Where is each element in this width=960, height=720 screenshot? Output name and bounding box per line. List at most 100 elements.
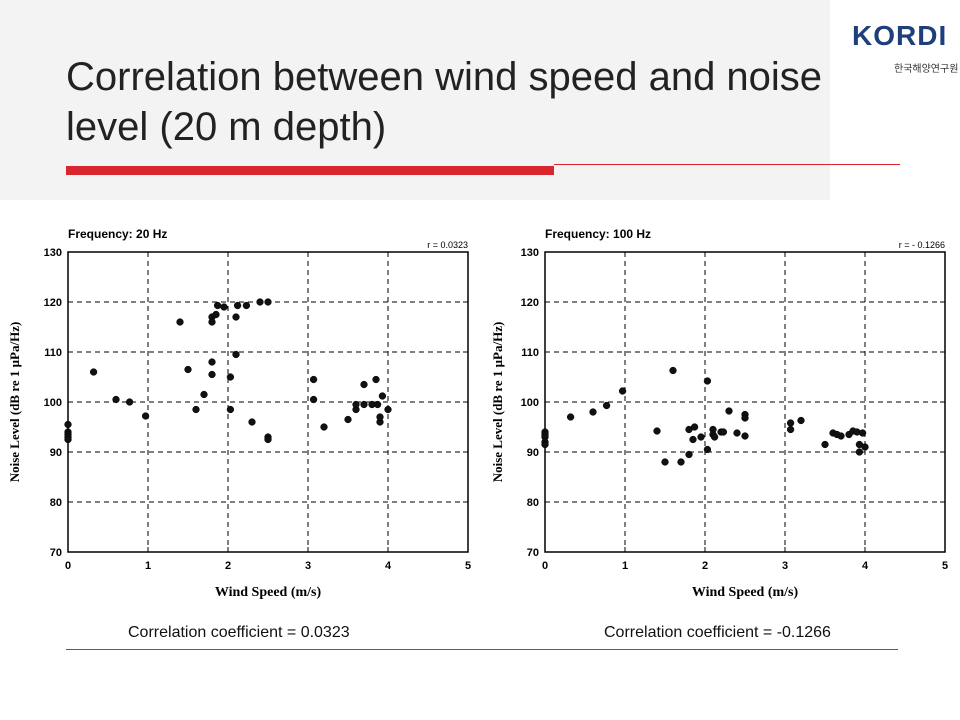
data-point	[653, 427, 661, 435]
x-tick-label: 5	[465, 560, 471, 572]
data-point	[309, 395, 318, 404]
data-point	[360, 400, 368, 409]
y-tick-label: 90	[50, 447, 62, 459]
chart-panel-20hz: Frequency: 20 Hz r = 0.0323 0 1 2 3 4 5 70 80 90 10…	[5, 205, 483, 603]
data-point	[566, 413, 575, 421]
data-point	[602, 401, 611, 410]
data-point	[786, 425, 795, 434]
x-tick-label: 4	[862, 560, 869, 572]
data-point	[360, 380, 368, 389]
data-point	[112, 395, 120, 404]
data-point	[264, 298, 272, 306]
chart-title: Frequency: 20 Hz	[68, 227, 167, 241]
data-point	[541, 440, 549, 449]
data-point	[256, 298, 264, 306]
x-tick-label: 3	[305, 560, 311, 572]
correlation-annotation: r = 0.0323	[427, 240, 468, 250]
data-point	[669, 366, 677, 375]
data-point	[208, 318, 216, 326]
y-axis-label: Noise Level (dB re 1 μPa/Hz)	[490, 322, 505, 483]
y-tick-label: 100	[44, 397, 62, 409]
data-point	[242, 301, 251, 310]
data-point	[226, 373, 235, 381]
x-tick-label: 3	[782, 560, 788, 572]
data-point	[320, 423, 328, 431]
data-point	[741, 414, 749, 422]
data-point	[309, 375, 318, 384]
x-tick-label: 2	[702, 560, 708, 572]
data-point	[689, 435, 697, 444]
scatter-chart-20hz: Frequency: 20 Hz r = 0.0323 0 1 2 3 4 5 70 80 90 10…	[7, 227, 471, 600]
data-point	[208, 358, 216, 366]
y-tick-label: 130	[521, 247, 539, 259]
data-point	[64, 420, 72, 429]
data-point	[733, 429, 741, 437]
data-point	[248, 418, 256, 426]
data-point	[384, 405, 392, 414]
title-underline-rule	[554, 164, 900, 165]
data-point	[213, 301, 222, 310]
data-point	[200, 390, 208, 399]
y-tick-label: 100	[521, 397, 539, 409]
correlation-annotation: r = - 0.1266	[899, 240, 945, 250]
x-tick-label: 1	[622, 560, 628, 572]
data-point	[837, 432, 845, 440]
x-tick-label: 4	[385, 560, 392, 572]
bottom-rule	[66, 649, 898, 650]
title-accent-bar	[66, 166, 554, 175]
chart-panel-100hz: Frequency: 100 Hz r = - 0.1266 0 1 2 3 4 5 70 80 9…	[488, 205, 958, 603]
data-point	[220, 303, 228, 311]
y-tick-label: 110	[521, 347, 539, 359]
data-point	[697, 433, 705, 441]
data-point	[212, 310, 220, 319]
x-tick-label: 0	[542, 560, 548, 572]
y-tick-label: 70	[527, 547, 539, 559]
x-tick-label: 5	[942, 560, 948, 572]
data-point	[855, 448, 864, 456]
data-point	[786, 419, 795, 427]
caption-right: Correlation coefficient = -0.1266	[604, 624, 831, 641]
y-tick-label: 110	[44, 347, 62, 359]
data-point	[372, 375, 380, 384]
data-point	[797, 416, 805, 425]
data-point	[176, 318, 184, 326]
logo-text: KORDI	[852, 20, 948, 51]
data-point	[233, 301, 242, 310]
data-point	[710, 433, 719, 441]
caption-left: Correlation coefficient = 0.0323	[128, 624, 350, 641]
y-tick-label: 90	[527, 447, 539, 459]
slide-title: Correlation between wind speed and noise…	[66, 55, 823, 149]
data-point	[344, 415, 352, 424]
chart-title: Frequency: 100 Hz	[545, 227, 651, 241]
data-point	[192, 405, 200, 414]
y-axis-label: Noise Level (dB re 1 μPa/Hz)	[7, 322, 22, 483]
scatter-chart-100hz: Frequency: 100 Hz r = - 0.1266 0 1 2 3 4 5 70 80 9…	[490, 227, 948, 600]
data-point	[589, 408, 597, 416]
data-point	[719, 428, 728, 436]
data-point	[232, 313, 240, 321]
data-point	[861, 443, 869, 451]
data-point	[703, 377, 712, 385]
kordi-logo: KORDI 한국해양연구원	[830, 0, 960, 100]
data-point	[373, 400, 382, 409]
data-point	[64, 435, 72, 444]
data-point	[226, 405, 235, 414]
data-point	[661, 458, 669, 466]
x-axis-label: Wind Speed (m/s)	[692, 585, 799, 600]
data-point	[141, 412, 150, 420]
data-point	[685, 450, 693, 459]
x-tick-label: 0	[65, 560, 71, 572]
x-tick-label: 1	[145, 560, 151, 572]
y-tick-label: 120	[44, 297, 62, 309]
y-tick-label: 80	[527, 497, 539, 509]
y-tick-label: 130	[44, 247, 62, 259]
data-point	[264, 435, 272, 444]
data-point	[858, 429, 867, 437]
data-point	[208, 370, 216, 379]
data-point	[125, 398, 134, 406]
data-point	[618, 387, 627, 395]
data-point	[184, 365, 192, 374]
data-point	[725, 407, 733, 415]
logo-subtext: 한국해양연구원	[894, 64, 959, 75]
data-point	[378, 392, 387, 400]
